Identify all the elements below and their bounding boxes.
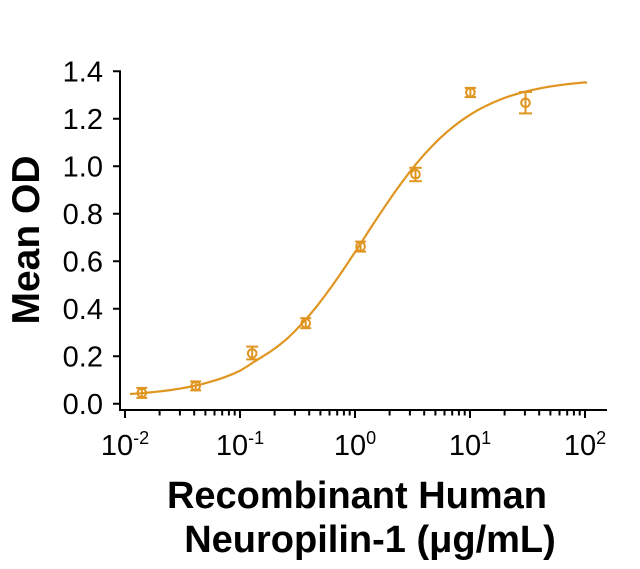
svg-text:Mean OD: Mean OD (5, 155, 48, 324)
svg-text:1.2: 1.2 (63, 104, 103, 136)
svg-text:1.4: 1.4 (63, 57, 103, 89)
svg-text:0.4: 0.4 (63, 294, 103, 326)
svg-text:0.6: 0.6 (63, 247, 103, 279)
svg-text:0.8: 0.8 (63, 199, 103, 231)
svg-text:0.0: 0.0 (63, 389, 103, 421)
svg-text:1.0: 1.0 (63, 152, 103, 184)
svg-text:Recombinant Human: Recombinant Human (167, 475, 547, 517)
svg-text:0.2: 0.2 (63, 342, 103, 374)
svg-text:Neuropilin-1 (μg/mL): Neuropilin-1 (μg/mL) (184, 519, 556, 561)
